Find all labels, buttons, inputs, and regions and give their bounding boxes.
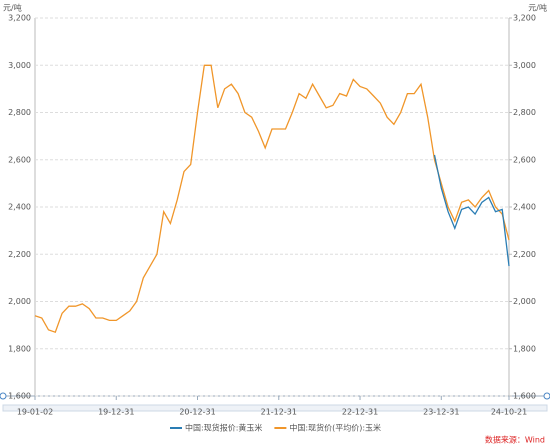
y-tick-label: 2,800: [8, 108, 31, 117]
y2-tick-label: 2,200: [513, 250, 536, 259]
scrollbar[interactable]: [2, 404, 548, 412]
x-tick-label: 21-12-31: [261, 408, 297, 417]
x-tick-label: 19-12-31: [98, 408, 134, 417]
y-tick-label: 1,800: [8, 344, 31, 353]
legend-label: 中国:现货报价:黄玉米: [185, 423, 262, 433]
y2-tick-label: 3,000: [513, 61, 536, 70]
x-tick-label: 23-12-31: [423, 408, 459, 417]
slider-handle[interactable]: [0, 392, 7, 400]
slider-handle[interactable]: [543, 392, 550, 400]
y-tick-label: 1,600: [8, 392, 31, 401]
line-series: [433, 154, 510, 267]
y-tick-label: 3,000: [8, 61, 31, 70]
x-tick-label: 20-12-31: [179, 408, 215, 417]
x-tick-label: 19-01-02: [17, 408, 53, 417]
y2-tick-label: 2,800: [513, 108, 536, 117]
y2-tick-label: 1,800: [513, 344, 536, 353]
legend-label: 中国:现货价(平均价):玉米: [289, 423, 381, 433]
y2-tick-label: 3,200: [513, 14, 536, 23]
line-series: [34, 64, 510, 334]
y2-unit: 元/吨: [528, 3, 547, 13]
y2-tick-label: 2,600: [513, 155, 536, 164]
y-unit: 元/吨: [3, 3, 22, 13]
source: 数据来源：Wind: [485, 435, 545, 445]
y-tick-label: 2,600: [8, 155, 31, 164]
y2-tick-label: 2,400: [513, 203, 536, 212]
y-tick-label: 3,200: [8, 14, 31, 23]
y-tick-label: 2,400: [8, 203, 31, 212]
y2-tick-label: 1,600: [513, 392, 536, 401]
x-tick-label: 22-12-31: [342, 408, 378, 417]
y-tick-label: 2,200: [8, 250, 31, 259]
x-tick-label: 24-10-21: [491, 408, 527, 417]
y2-tick-label: 2,000: [513, 297, 536, 306]
y-tick-label: 2,000: [8, 297, 31, 306]
